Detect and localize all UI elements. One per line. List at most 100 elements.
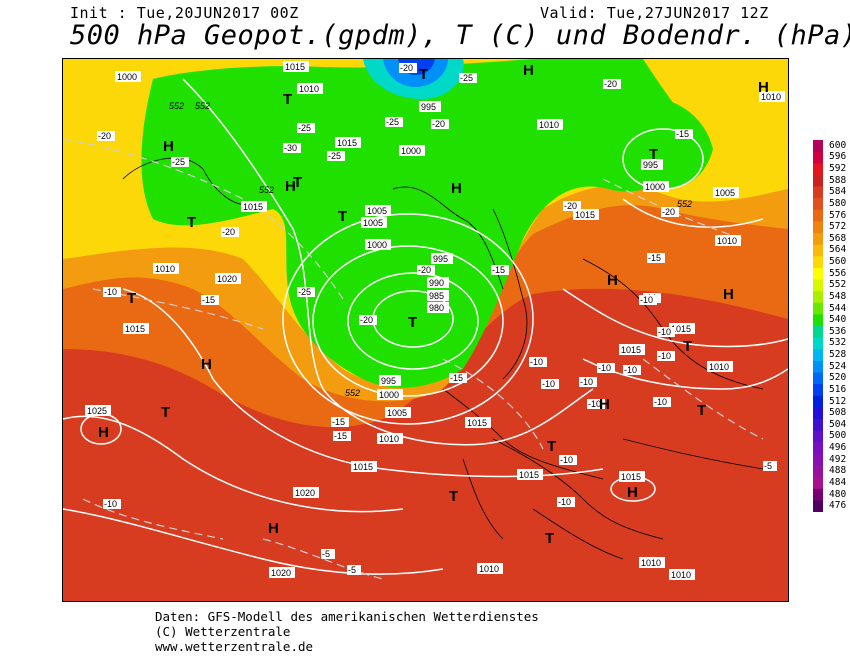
pressure-label: 1010 — [717, 236, 737, 246]
color-scale-swatch — [813, 279, 823, 292]
pressure-label: 1015 — [621, 345, 641, 355]
color-scale-label: 560 — [829, 256, 847, 268]
color-scale-label: 572 — [829, 221, 847, 233]
color-scale-swatch — [813, 372, 823, 385]
low-center: T — [545, 530, 554, 547]
temp-label: -20 — [564, 201, 577, 211]
temp-label: -10 — [104, 499, 117, 509]
high-center: H — [285, 178, 296, 195]
low-center: T — [408, 314, 417, 331]
color-scale-swatch — [813, 477, 823, 490]
temperature-labels: -20 -25 -25 -20 -20 -25 -25 -30 -25 -20 … — [97, 63, 777, 575]
pressure-label: 1015 — [353, 462, 373, 472]
pressure-label: 1015 — [671, 324, 691, 334]
color-scale-label: 484 — [829, 476, 847, 488]
color-scale-label: 588 — [829, 174, 847, 186]
pressure-label: 1010 — [479, 564, 499, 574]
pressure-label: 1015 — [125, 324, 145, 334]
weather-map: 1000 1015 1010 995 1000 1005 1010 1015 1… — [62, 58, 789, 602]
color-scale-swatch — [813, 244, 823, 257]
temp-label: -20 — [418, 265, 431, 275]
copyright-line: (C) Wetterzentrale — [155, 624, 291, 639]
low-center: T — [187, 214, 196, 231]
color-scale-swatch — [813, 163, 823, 176]
isobars — [63, 78, 788, 575]
height-label: 552 — [169, 101, 184, 111]
pressure-label: 1010 — [299, 84, 319, 94]
pressure-label: 1000 — [117, 72, 137, 82]
temp-label: -20 — [662, 207, 675, 217]
pressure-label: 1010 — [379, 434, 399, 444]
pressure-label: 1015 — [621, 472, 641, 482]
pressure-label: 995 — [643, 160, 658, 170]
temp-label: -25 — [328, 151, 341, 161]
pressure-label: 1000 — [645, 182, 665, 192]
color-scale-swatch — [813, 140, 823, 153]
color-scale-label: 476 — [829, 500, 847, 512]
pressure-label: 1005 — [367, 206, 387, 216]
temp-label: -10 — [598, 363, 611, 373]
pressure-label: 1010 — [155, 264, 175, 274]
color-scale-label: 600 — [829, 139, 847, 151]
pressure-label: 1025 — [87, 406, 107, 416]
temp-label: -15 — [202, 295, 215, 305]
high-center: H — [201, 356, 212, 373]
high-center: H — [163, 138, 174, 155]
valid-time-label: Valid: Tue,27JUN2017 12Z — [540, 4, 769, 22]
pressure-label: 995 — [421, 102, 436, 112]
color-scale-swatch — [813, 407, 823, 420]
color-scale-label: 480 — [829, 488, 847, 500]
color-scale-swatch — [813, 291, 823, 304]
pressure-label: 1000 — [367, 240, 387, 250]
pressure-label: 1010 — [641, 558, 661, 568]
color-scale-label: 532 — [829, 337, 847, 349]
color-scale-swatch — [813, 465, 823, 478]
temp-label: -10 — [530, 357, 543, 367]
temp-label: -10 — [658, 351, 671, 361]
low-center: T — [697, 402, 706, 419]
temp-label: -10 — [654, 397, 667, 407]
color-scale-label: 568 — [829, 232, 847, 244]
color-scale-label: 524 — [829, 360, 847, 372]
temp-label: -25 — [386, 117, 399, 127]
temperature-field-green — [141, 59, 703, 388]
pressure-label: 1015 — [575, 210, 595, 220]
temp-label: -25 — [460, 73, 473, 83]
color-scale-label: 520 — [829, 372, 847, 384]
pressure-label: 980 — [429, 303, 444, 313]
website-link[interactable]: www.wetterzentrale.de — [155, 639, 314, 654]
pressure-label: 1015 — [243, 202, 263, 212]
color-scale-swatch — [813, 419, 823, 432]
low-center: T — [649, 146, 658, 163]
high-center: H — [98, 424, 109, 441]
color-scale-label: 508 — [829, 407, 847, 419]
low-center: T — [283, 91, 292, 108]
color-scale-swatch — [813, 256, 823, 269]
high-center: H — [599, 396, 610, 413]
color-scale-label: 592 — [829, 163, 847, 175]
color-scale-label: 540 — [829, 314, 847, 326]
color-scale-label: 552 — [829, 279, 847, 291]
temp-label: -20 — [400, 63, 413, 73]
color-scale-swatch — [813, 198, 823, 211]
pressure-centers: H H H H H H H H H H H H T T T T T T T T … — [98, 62, 769, 547]
color-scale-label: 536 — [829, 325, 847, 337]
color-scale-swatch — [813, 267, 823, 280]
high-center: H — [268, 520, 279, 537]
low-center: T — [419, 66, 428, 83]
color-scale-label: 580 — [829, 197, 847, 209]
color-scale-swatch — [813, 326, 823, 339]
init-time-label: Init : Tue,20JUN2017 00Z — [70, 4, 299, 22]
color-scale-label: 496 — [829, 442, 847, 454]
color-scale-swatch — [813, 221, 823, 234]
temp-label: -25 — [172, 157, 185, 167]
pressure-label: 1020 — [271, 568, 291, 578]
pressure-labels: 1000 1015 1010 995 1000 1005 1010 1015 1… — [85, 61, 785, 580]
high-center: H — [523, 62, 534, 79]
temp-label: -5 — [764, 461, 772, 471]
color-scale-swatch — [813, 151, 823, 164]
pressure-label: 995 — [433, 254, 448, 264]
temp-label: -15 — [648, 253, 661, 263]
data-source-line: Daten: GFS-Modell des amerikanischen Wet… — [155, 609, 539, 624]
pressure-label: 1000 — [401, 146, 421, 156]
